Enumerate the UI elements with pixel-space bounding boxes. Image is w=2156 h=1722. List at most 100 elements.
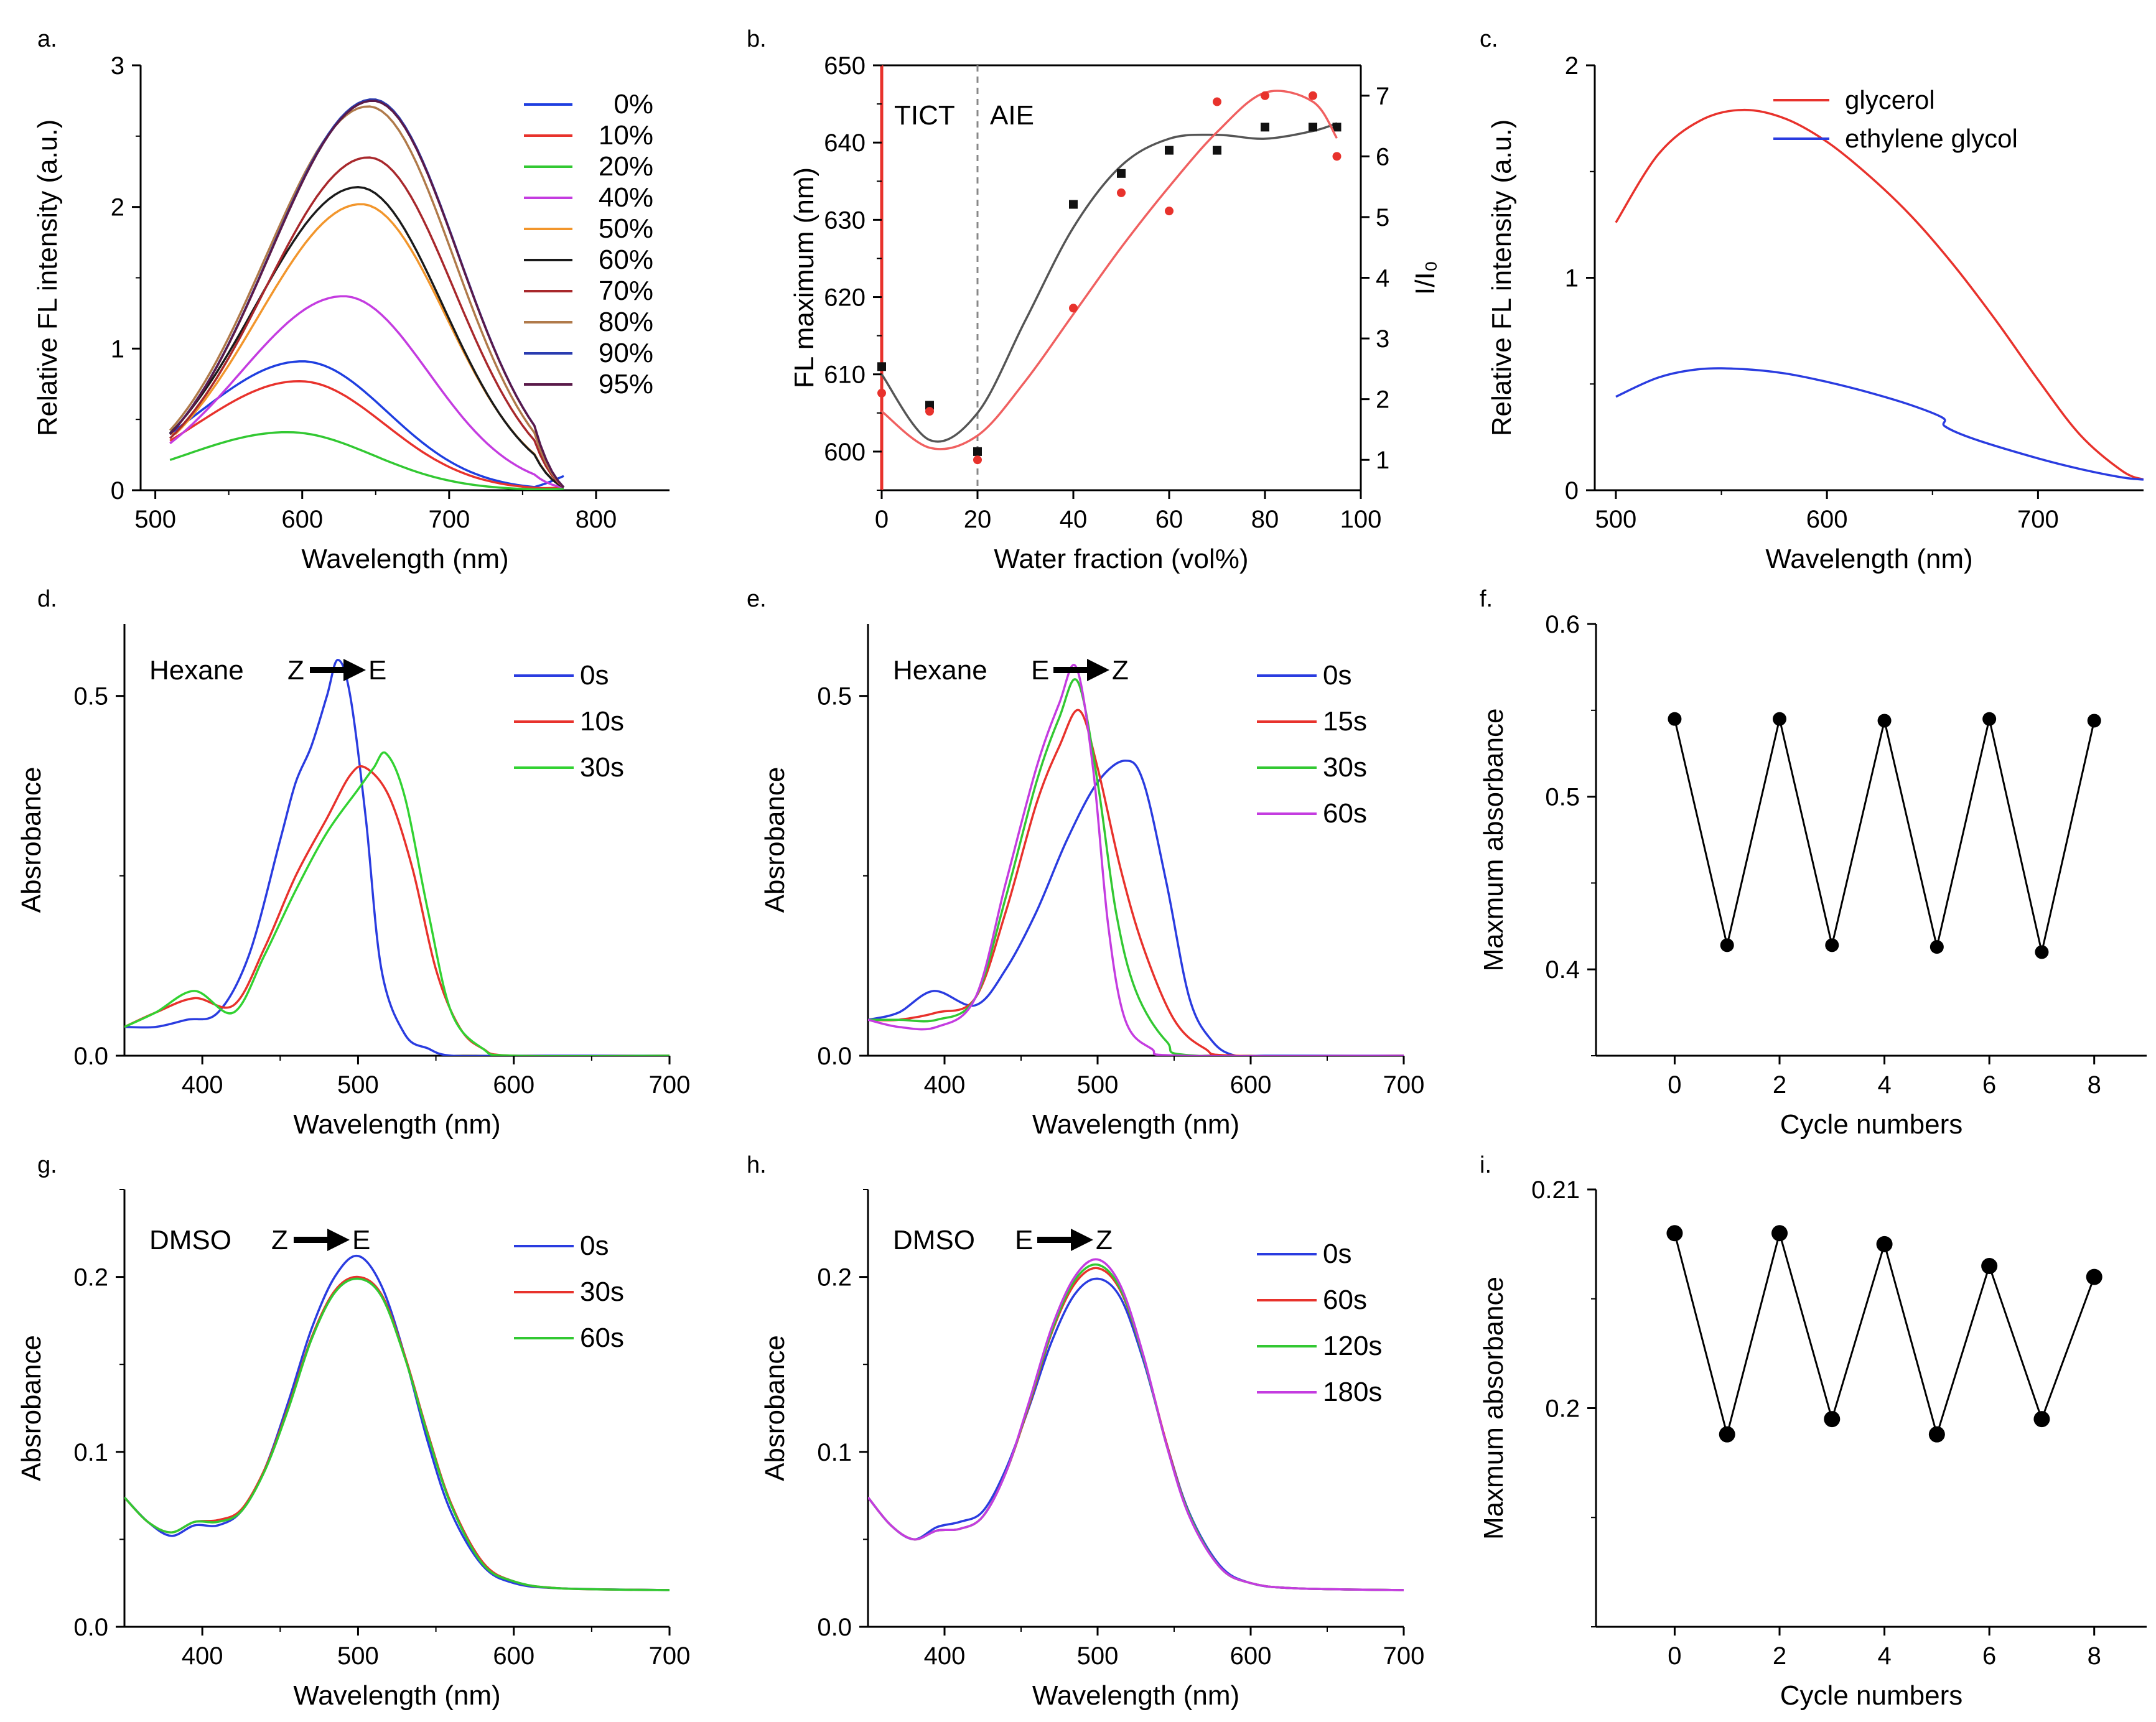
y-tick-label: 0.6 [1545,611,1580,638]
legend-label: 60s [1323,1285,1367,1315]
cycle-point [1666,1225,1683,1242]
x-tick-label: 400 [924,1642,966,1670]
isomer-from-label: E [1031,655,1049,686]
fit-curve-max [880,122,1338,443]
arrow-head [1071,1229,1093,1251]
data-point [877,388,886,398]
y-tick-label: 3 [111,52,124,80]
fit-curve-ratio [880,90,1338,450]
y-axis-label: Relative FL intensity (a.u.) [32,119,63,436]
series-line-40pct [169,295,564,489]
arrow-head [343,659,366,681]
x-tick-label: 20 [964,506,992,533]
panel-d: d. 400 500 600 700 0.0 0.5 Wavelength (nm) Absro… [16,586,690,1140]
legend-label: 60s [580,1323,624,1353]
data-point [973,455,982,465]
x-tick-label: 500 [1595,506,1637,533]
panel-a: a. 500 600 700 800 0 1 2 3 Wavelength (nm) Relativ… [32,26,670,574]
cycle-point [2087,714,2101,728]
x-tick-label: 600 [281,506,323,533]
y-tick-label: 600 [824,439,866,466]
x-tick-label: 4 [1877,1071,1891,1099]
series-line-0pct [169,360,564,488]
legend-label: 40% [599,182,653,213]
data-point [925,407,934,416]
x-tick-label: 8 [2088,1642,2101,1670]
data-point [1213,146,1221,155]
legend-label: 0s [580,1231,609,1261]
legend-label: 15s [1323,706,1367,737]
series-line-70pct [169,156,565,488]
y-tick-label: 0.1 [817,1439,852,1466]
panel-label-h: h. [747,1152,767,1178]
x-tick-label: 500 [1077,1071,1119,1099]
cycle-point [1981,1258,1998,1275]
cycle-point [2086,1268,2102,1285]
cycle-line [1673,719,2096,952]
x-axis-label: Wavelength (nm) [293,1109,500,1140]
legend-label: 0% [614,89,653,119]
y2-tick-label: 4 [1376,265,1389,292]
x-tick-label: 400 [182,1642,223,1670]
data-point [925,401,934,410]
y-tick-label: 640 [824,129,866,157]
x-tick-label: 500 [1077,1642,1119,1670]
y-axis-label: Absrobance [760,1335,790,1481]
cycle-point [2033,1411,2050,1428]
series-line-60s [868,1267,1404,1591]
y-tick-label: 0.5 [1545,784,1580,811]
x-axis-label: Wavelength (nm) [301,544,508,574]
legend-label: 0s [1323,1239,1351,1269]
y-tick-label: 1 [1565,265,1579,292]
legend-label: 0s [1323,660,1351,691]
x-tick-label: 600 [493,1071,534,1099]
data-point [1332,152,1342,161]
panel-c: c. 500 600 700 0 1 2 Wavelength (nm) Relative FL… [1480,26,2144,574]
cycle-point [1877,714,1892,728]
x-tick-label: 600 [1806,506,1848,533]
series-line-20pct [169,430,564,490]
x-tick-label: 700 [1383,1071,1425,1099]
cycle-point [1930,940,1944,954]
panel-label-i: i. [1480,1152,1491,1178]
y-tick-label: 0.5 [73,683,108,710]
x-tick-label: 600 [1230,1642,1272,1670]
y-axis-label: Absrobance [16,767,47,913]
legend-label: 30s [580,752,624,783]
x-tick-label: 700 [428,506,470,533]
solvent-label: DMSO [149,1225,231,1255]
series-line-60pct [169,186,564,488]
x-tick-label: 40 [1060,506,1088,533]
series-line-0s [124,659,670,1056]
y2-tick-label: 1 [1376,447,1389,474]
series-line-10pct [169,379,564,490]
isomer-to-label: E [368,655,386,686]
data-point [1213,97,1221,106]
cycle-point [1876,1236,1893,1252]
x-tick-label: 500 [337,1642,379,1670]
y-tick-label: 0.2 [73,1264,108,1292]
y-tick-label: 650 [824,52,866,80]
arrow-head [327,1229,350,1251]
legend-label: 120s [1323,1331,1382,1361]
y-axis-label: Relative FL intensity (a.u.) [1486,119,1517,436]
y2-tick-label: 3 [1376,325,1389,353]
x-axis-label: Water fraction (vol%) [994,544,1248,574]
x-tick-label: 8 [2088,1071,2101,1099]
legend-label: glycerol [1845,85,1935,114]
y-tick-label: 0.5 [817,683,852,710]
y-tick-label: 630 [824,207,866,234]
x-tick-label: 60 [1155,506,1183,533]
panel-label-e: e. [747,586,767,612]
panel-label-c: c. [1480,26,1498,52]
cycle-point [2035,945,2049,959]
y-tick-label: 0.2 [1545,1395,1580,1423]
legend-label: 50% [599,213,653,244]
y-tick-label: 0.0 [73,1043,108,1070]
y-tick-label: 2 [111,194,124,221]
panel-h: h. 400 500 600 700 0.0 0.1 0.2 Wavelength (nm) Ab… [747,1152,1424,1711]
panel-e: e. 400 500 600 700 0.0 0.5 Wavelength (nm) Absro… [747,586,1424,1140]
y-tick-label: 0.0 [817,1614,852,1641]
cycle-point [1825,938,1839,952]
